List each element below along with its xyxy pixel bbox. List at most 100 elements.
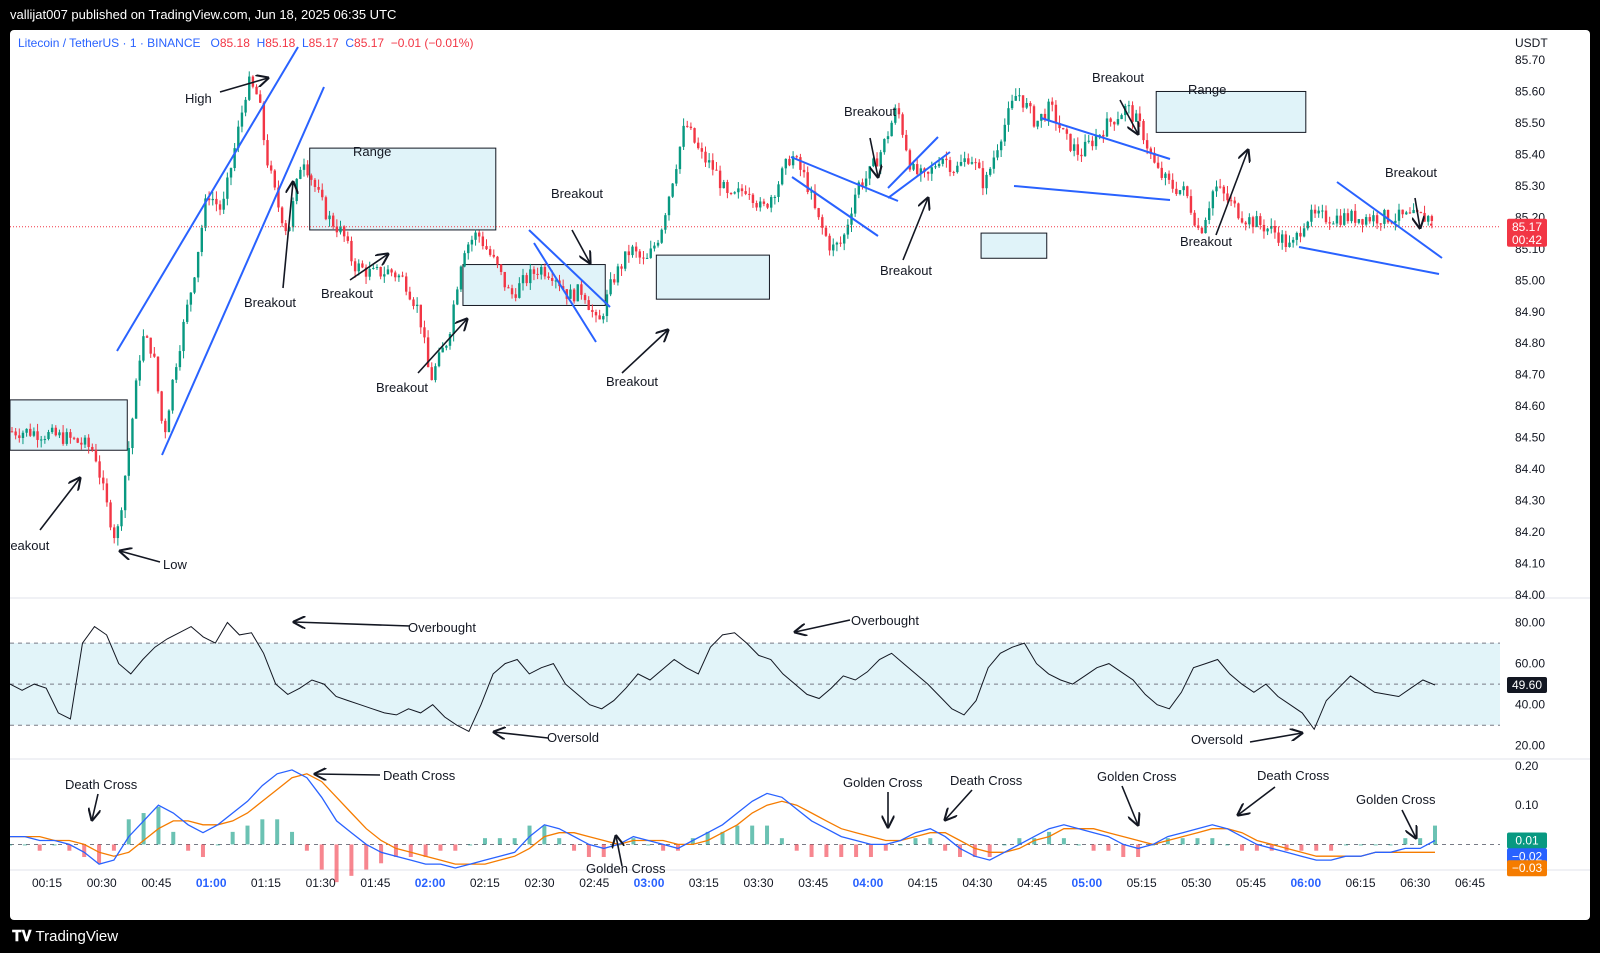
candle-body: [1116, 119, 1120, 125]
candle-body: [810, 191, 813, 193]
price-tick-label: 85.00: [1515, 273, 1545, 287]
macd-value-label: −0.03: [1512, 861, 1543, 875]
candle-body: [123, 475, 127, 511]
candle-body: [543, 267, 547, 277]
candle-body: [1226, 193, 1229, 201]
candle-body: [1266, 228, 1269, 232]
macd-histogram-bar: [1388, 844, 1393, 846]
chart-frame[interactable]: Litecoin / TetherUS · 1 · BINANCE O85.18…: [10, 30, 1590, 920]
candle-body: [1058, 122, 1061, 129]
candle-body: [233, 148, 236, 169]
candle-body: [1062, 128, 1065, 130]
price-tick-label: 84.80: [1515, 336, 1545, 350]
candle-body: [72, 437, 76, 439]
time-tick-label: 02:30: [525, 876, 555, 890]
macd-histogram-bar: [186, 844, 191, 851]
candle-body: [656, 242, 660, 246]
candle-body: [868, 166, 871, 179]
macd-tick-label: 0.20: [1515, 759, 1539, 773]
candle-body: [430, 367, 433, 381]
candle-body: [127, 448, 130, 476]
candle-body: [989, 168, 992, 175]
price-tick-label: 84.70: [1515, 368, 1545, 382]
rsi-value-badge: [1507, 676, 1547, 693]
candle-body: [50, 427, 54, 433]
macd-histogram-bar: [349, 844, 354, 876]
candle-body: [463, 253, 466, 267]
macd-histogram-bar: [690, 838, 695, 845]
candle-body: [591, 309, 594, 312]
range-box: [10, 399, 128, 451]
death-cross-label: Death Cross: [1257, 768, 1330, 783]
macd-histogram-bar: [928, 838, 933, 845]
candle-body: [536, 273, 539, 275]
tradingview-footer: 𝐓𝐕 TradingView: [0, 920, 1600, 953]
macd-histogram-bar: [646, 844, 651, 846]
candle-body: [113, 527, 116, 539]
annotation-arrow: [795, 619, 851, 632]
breakout-label: Breakout: [376, 380, 428, 395]
candle-body: [737, 188, 740, 193]
candle-body: [1032, 106, 1036, 127]
symbol-title[interactable]: Litecoin / TetherUS · 1 · BINANCE: [18, 36, 201, 50]
candle-body: [156, 356, 160, 392]
candle-body: [109, 502, 112, 528]
candle-body: [412, 299, 415, 307]
candle-body: [397, 275, 401, 278]
chart-svg[interactable]: USDT85.7085.6085.5085.4085.3085.2085.108…: [10, 30, 1590, 920]
candle-body: [1211, 191, 1215, 209]
candle-body: [1200, 227, 1204, 234]
candle-body: [1007, 108, 1010, 125]
candle-body: [204, 198, 207, 228]
macd-histogram-bar: [200, 844, 205, 858]
range-box: [309, 147, 497, 231]
candle-body: [813, 191, 817, 209]
candle-body: [452, 304, 455, 335]
macd-histogram-bar: [1329, 844, 1334, 851]
candle-body: [872, 158, 875, 167]
candle-body: [1010, 100, 1014, 109]
candle-body: [237, 126, 240, 149]
candle-body: [54, 427, 57, 436]
candle-body: [1218, 186, 1222, 188]
candle-body: [1171, 179, 1174, 189]
candle-body: [554, 280, 558, 282]
candle-body: [1043, 113, 1047, 121]
candle-body: [280, 207, 284, 224]
annotation-arrow: [621, 330, 668, 374]
macd-histogram-bar: [1240, 844, 1245, 851]
symbol-legend[interactable]: Litecoin / TetherUS · 1 · BINANCE O85.18…: [18, 36, 473, 50]
candle-body: [518, 283, 521, 298]
annotation-arrow: [120, 551, 161, 563]
candle-body: [532, 269, 536, 274]
macd-histogram-bar: [1091, 844, 1096, 851]
macd-histogram-bar: [675, 844, 680, 851]
candle-body: [14, 431, 17, 436]
candle-body: [864, 178, 868, 187]
candle-body: [766, 203, 769, 208]
candle-body: [1262, 224, 1266, 232]
macd-histogram-bar: [379, 844, 384, 864]
macd-histogram-bar: [809, 844, 814, 858]
candle-body: [160, 391, 163, 421]
macd-histogram-bar: [52, 844, 57, 846]
candle-body: [1386, 209, 1390, 223]
candle-body: [1299, 232, 1302, 237]
candle-body: [791, 156, 795, 166]
candle-body: [434, 366, 437, 381]
candle-body: [153, 353, 156, 357]
macd-histogram-bar: [779, 838, 784, 845]
candle-body: [1357, 219, 1361, 223]
candle-body: [470, 239, 474, 245]
golden-cross-label: Golden Cross: [1097, 769, 1177, 784]
oversold-label: Oversold: [1191, 732, 1243, 747]
candle-body: [700, 148, 704, 152]
candle-body: [561, 286, 565, 290]
candle-body: [580, 284, 583, 295]
candle-body: [335, 226, 339, 233]
candle-body: [485, 246, 488, 250]
candle-body: [1255, 216, 1258, 228]
candle-body: [186, 304, 189, 322]
annotation-arrow: [571, 229, 590, 263]
candle-body: [978, 162, 981, 169]
